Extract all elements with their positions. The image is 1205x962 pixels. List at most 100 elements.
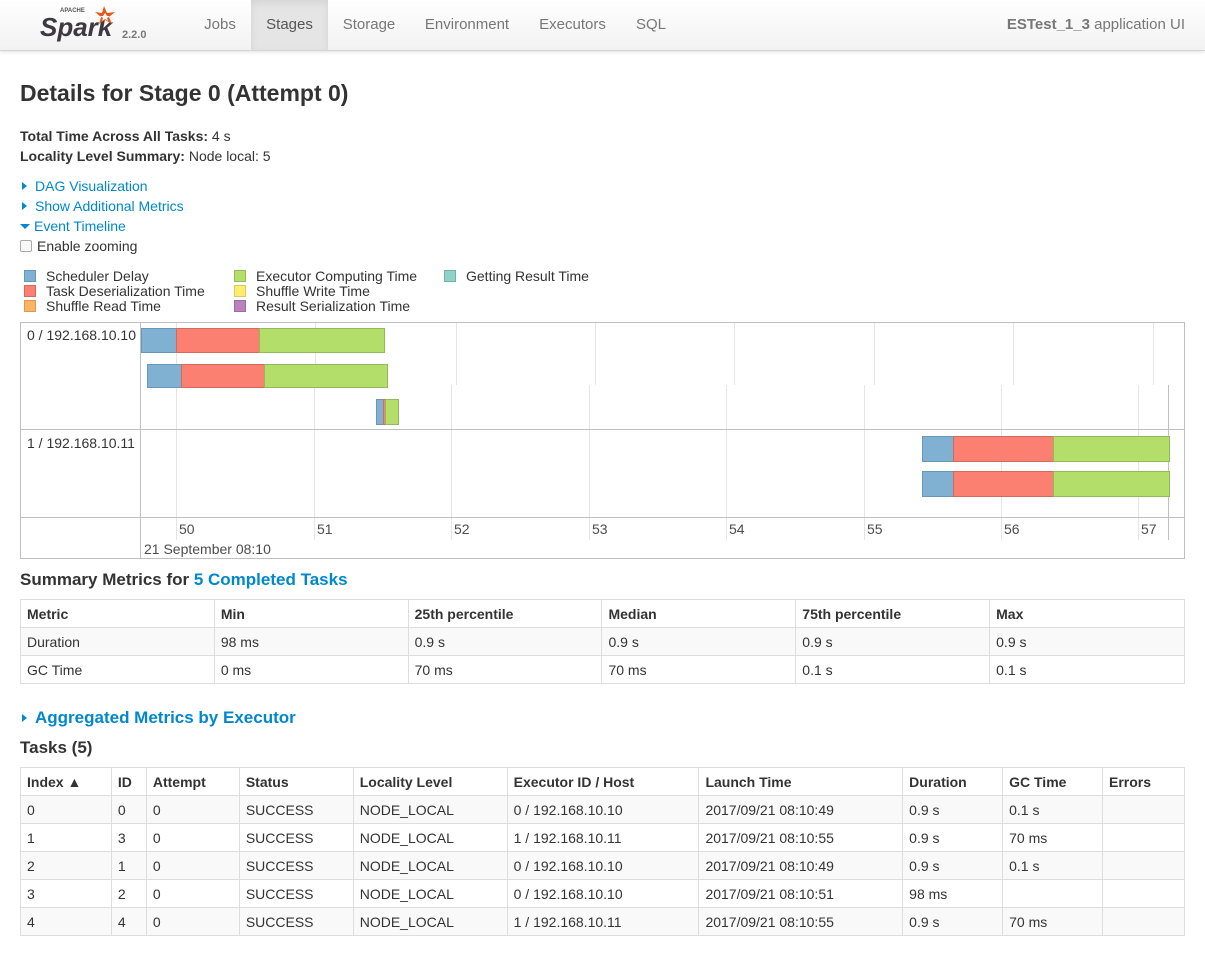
column-header-duration[interactable]: Duration [902,767,1004,796]
enable-zooming-label: Enable zooming [37,238,138,254]
table-cell: 0 [145,795,240,824]
legend-scheduler-delay: Scheduler Delay [24,269,149,284]
table-cell: 0 / 192.168.10.10 [506,795,700,824]
table-cell [1002,879,1103,908]
show-additional-metrics-toggle[interactable]: Show Additional Metrics [20,198,184,214]
table-cell: SUCCESS [238,795,354,824]
time-tick: 53 [592,521,608,537]
table-cell: 0 [145,879,240,908]
table-cell: 4 [20,907,112,936]
column-header-attempt[interactable]: Attempt [145,767,240,796]
legend-swatch [24,299,36,312]
table-cell: NODE_LOCAL [352,879,508,908]
nav-tab-stages[interactable]: Stages [251,0,328,50]
table-cell: NODE_LOCAL [352,795,508,824]
grid-line [176,518,177,540]
table-cell [1101,823,1186,852]
table-cell: SUCCESS [238,823,354,852]
task-bar-executor-computing[interactable] [264,364,388,388]
table-cell: 2 [20,851,112,880]
nav-tab-jobs[interactable]: Jobs [204,16,236,33]
task-bar-executor-computing[interactable] [1053,436,1170,462]
spark-logo[interactable]: APACHE Spark 2.2.0 [38,2,158,46]
table-cell: 70 ms [1002,823,1103,852]
app-title: ESTest_1_3 application UI [1007,0,1185,50]
column-header-executor-host[interactable]: Executor ID / Host [506,767,700,796]
legend-getting-result: Getting Result Time [444,269,589,284]
grid-line [734,323,735,385]
grid-line [1138,518,1139,540]
total-time-line: Total Time Across All Tasks: 4 s [20,128,231,144]
column-header-index[interactable]: Index ▲ [20,767,112,796]
task-bar-scheduler-delay[interactable] [147,364,182,388]
grid-line [1013,323,1014,385]
enable-zooming-checkbox[interactable] [20,240,32,253]
event-timeline-toggle[interactable]: Event Timeline [20,218,126,234]
task-bar-executor-computing[interactable] [385,399,399,425]
grid-line [589,385,590,540]
table-cell: 1 / 192.168.10.11 [506,907,700,936]
task-bar-executor-computing[interactable] [259,328,385,353]
spark-logo-icon: APACHE Spark [40,6,115,42]
table-cell: 0 / 192.168.10.10 [506,879,700,908]
task-bar-scheduler-delay[interactable] [922,471,954,497]
task-bar-deserialization[interactable] [953,471,1054,497]
page-title: Details for Stage 0 (Attempt 0) [20,80,349,106]
column-header-median[interactable]: Median [601,599,797,628]
column-header-75th-percentile[interactable]: 75th percentile [795,599,991,628]
table-cell [1101,907,1186,936]
nav-tab-executors[interactable]: Executors [539,16,606,33]
table-row: 1 3 0 SUCCESS NODE_LOCAL 1 / 192.168.10.… [20,823,1186,852]
top-navbar: APACHE Spark 2.2.0 Jobs Stages Storage E… [0,0,1205,51]
column-header-status[interactable]: Status [238,767,354,796]
nav-tab-sql[interactable]: SQL [635,16,666,33]
column-header-max[interactable]: Max [989,599,1185,628]
column-header-25th-percentile[interactable]: 25th percentile [407,599,603,628]
table-cell: SUCCESS [238,879,354,908]
caret-right-icon [22,182,27,191]
table-cell: 4 [110,907,147,936]
table-cell: NODE_LOCAL [352,851,508,880]
tasks-title: Tasks (5) [20,738,93,757]
table-cell: 2017/09/21 08:10:55 [698,823,904,852]
time-tick: 52 [454,521,470,537]
table-cell: 2 [110,879,147,908]
column-header-locality-level[interactable]: Locality Level [352,767,508,796]
column-header-gc-time[interactable]: GC Time [1002,767,1103,796]
time-tick: 56 [1004,521,1020,537]
task-bar-executor-computing[interactable] [1053,471,1170,497]
total-time-label: Total Time Across All Tasks: [20,128,209,144]
grid-line [1001,385,1002,540]
table-cell: 0.9 s [601,627,797,656]
task-bar-deserialization[interactable] [953,436,1054,462]
task-bar-scheduler-delay[interactable] [922,436,954,462]
legend-executor-computing: Executor Computing Time [234,269,417,284]
table-cell: 0 [145,851,240,880]
table-cell: 0.9 s [407,627,603,656]
table-cell: 0.9 s [989,627,1185,656]
legend-task-deserialization: Task Deserialization Time [24,284,205,299]
task-bar-deserialization[interactable] [176,328,260,353]
table-cell: 0 ms [213,655,409,684]
completed-tasks-link[interactable]: 5 Completed Tasks [193,570,348,589]
legend-swatch [24,284,36,297]
column-header-launch-time[interactable]: Launch Time [698,767,904,796]
time-tick: 54 [729,521,745,537]
table-cell: Duration [20,627,215,656]
task-bar-deserialization[interactable] [181,364,265,388]
column-header-metric[interactable]: Metric [20,599,215,628]
table-cell: 0.1 s [1002,795,1103,824]
nav-tab-storage[interactable]: Storage [342,16,396,33]
legend-swatch [234,299,246,312]
column-header-errors[interactable]: Errors [1101,767,1186,796]
aggregated-metrics-toggle[interactable]: Aggregated Metrics by Executor [20,708,296,728]
locality-summary-value: Node local: 5 [184,148,271,164]
nav-tab-environment[interactable]: Environment [424,16,510,33]
event-timeline[interactable]: 0 / 192.168.10.10 1 / 192.168.10.11 50 5… [20,322,1185,559]
column-header-id[interactable]: ID [110,767,147,796]
total-time-value: 4 s [208,128,231,144]
task-bar-scheduler-delay[interactable] [141,328,177,353]
grid-line [1001,518,1002,540]
column-header-min[interactable]: Min [213,599,409,628]
dag-visualization-toggle[interactable]: DAG Visualization [20,178,148,194]
